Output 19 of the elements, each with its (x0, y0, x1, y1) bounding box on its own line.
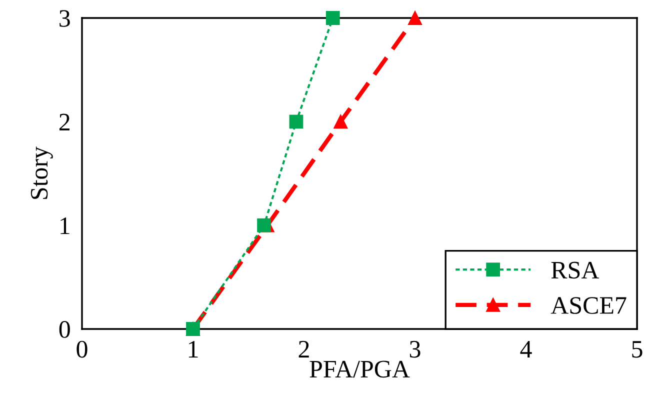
x-tick-label: 4 (520, 341, 532, 358)
point (334, 114, 348, 129)
x-tick-label: 0 (76, 340, 88, 358)
y-tick-label: 1 (60, 218, 70, 234)
y-tick-label: 3 (60, 10, 70, 27)
legend-label: ASCE7 (550, 297, 626, 314)
point (257, 218, 271, 232)
x-tick-label: 1 (188, 340, 198, 358)
y-tick-label: 2 (59, 114, 70, 130)
y-axis-title: Story (30, 146, 53, 199)
x-tick-label: 2 (298, 340, 309, 358)
x-axis-title: PFA/PGA (310, 360, 410, 378)
point (289, 114, 304, 129)
point (326, 11, 340, 25)
legend-label: RSA (551, 262, 600, 279)
y-tick-label: 0 (59, 321, 70, 338)
point (408, 11, 422, 25)
x-tick-label: 3 (410, 340, 420, 358)
x-tick-label: 5 (632, 341, 642, 358)
